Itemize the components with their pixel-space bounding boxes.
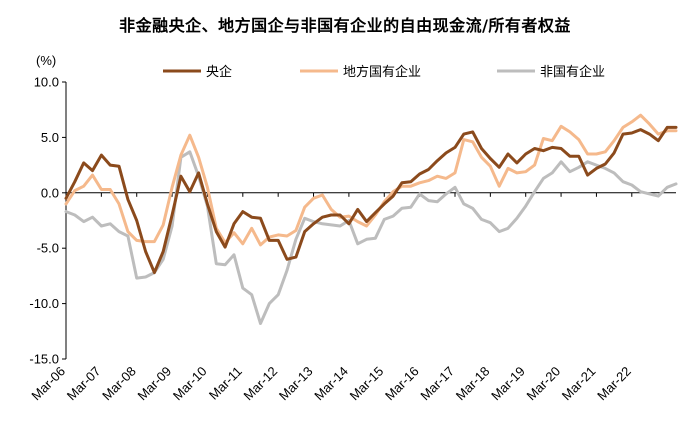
- x-tick-label: Mar-11: [206, 364, 245, 403]
- legend: 央企 地方国有企业 非国有企业: [163, 64, 605, 80]
- series-layer: [64, 113, 678, 325]
- x-tick-label: Mar-13: [276, 364, 316, 404]
- x-tick-label: Mar-10: [170, 364, 210, 404]
- y-tick-label: 5.0: [41, 130, 59, 145]
- x-tick-label: Mar-08: [99, 364, 139, 404]
- x-tick-label: Mar-19: [488, 364, 528, 404]
- y-axis-unit-label: (%): [36, 53, 56, 68]
- x-tick-label: Mar-16: [382, 364, 422, 404]
- x-tick-label: Mar-17: [417, 364, 457, 404]
- x-tick-label: Mar-20: [523, 364, 563, 404]
- x-tick-label: Mar-09: [134, 364, 174, 404]
- legend-label: 非国有企业: [540, 64, 605, 80]
- x-tick-label: Mar-22: [594, 364, 634, 404]
- y-tick-label: -15.0: [29, 352, 59, 367]
- legend-label: 央企: [206, 64, 232, 80]
- y-tick-label: 0.0: [41, 185, 59, 200]
- y-tick-label: -10.0: [29, 296, 59, 311]
- y-tick-label: -5.0: [37, 241, 59, 256]
- legend-label: 地方国有企业: [343, 64, 421, 80]
- x-tick-label: Mar-18: [453, 364, 493, 404]
- x-tick-label: Mar-07: [64, 364, 104, 404]
- x-tick-label: Mar-15: [347, 364, 387, 404]
- x-tick-label: Mar-06: [28, 364, 68, 404]
- x-tick-label: Mar-14: [311, 364, 351, 404]
- series-line-2: [64, 150, 678, 325]
- x-tick-label: Mar-12: [241, 364, 281, 404]
- series-line-0: [64, 125, 678, 275]
- chart-title: 非金融央企、地方国企与非国有企业的自由现金流/所有者权益: [119, 16, 571, 35]
- y-tick-label: 10.0: [34, 75, 59, 90]
- series-line-1: [64, 113, 678, 247]
- x-tick-label: Mar-21: [559, 364, 599, 404]
- axes: 10.05.00.0-5.0-10.0-15.0Mar-06Mar-07Mar-…: [28, 75, 676, 404]
